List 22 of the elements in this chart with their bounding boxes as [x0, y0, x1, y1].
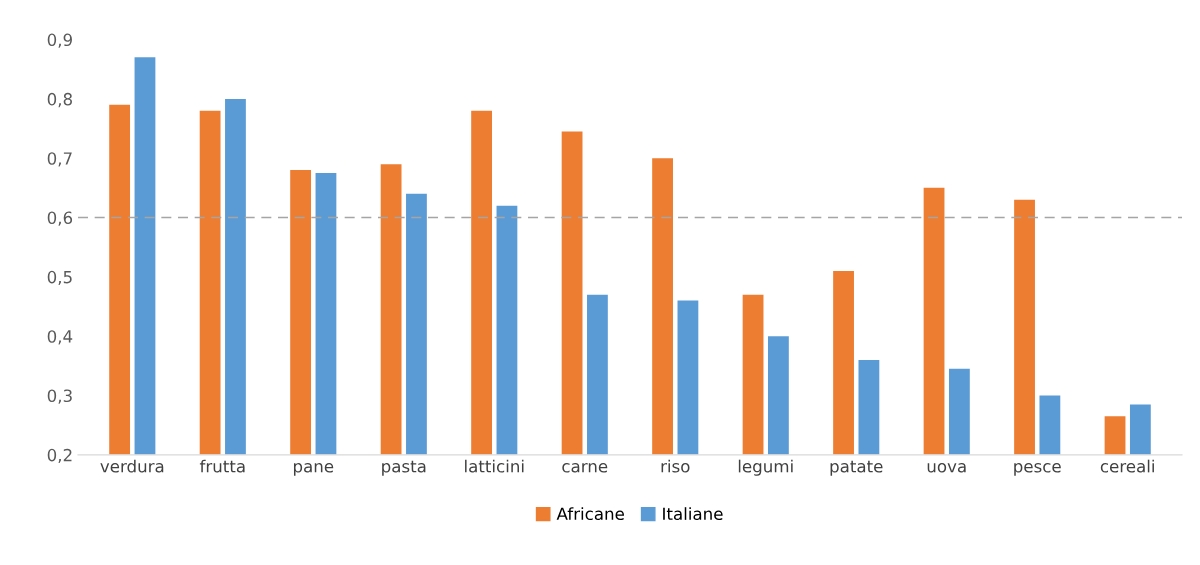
y-tick-label: 0,3 — [47, 389, 72, 404]
y-tick-label: 0,7 — [47, 152, 72, 167]
x-tick-label: pesce — [1014, 463, 1061, 476]
y-tick-label: 0,9 — [47, 33, 72, 48]
x-tick-label: cereali — [1100, 459, 1154, 473]
y-tick-label: 0,5 — [47, 270, 72, 286]
x-tick-label: riso — [661, 459, 690, 473]
x-tick-label: frutta — [199, 459, 245, 473]
x-tick-label: verdura — [100, 459, 164, 473]
y-tick-label: 0,4 — [47, 330, 73, 345]
x-tick-label: latticini — [465, 459, 524, 473]
x-tick-label: uova — [927, 463, 966, 473]
y-tick-label: 0,2 — [47, 448, 72, 464]
x-tick-label: pasta — [382, 460, 426, 476]
legend-label: Africane — [556, 507, 624, 521]
y-tick-label: 0,6 — [47, 211, 73, 226]
x-tick-label: legumi — [738, 459, 793, 476]
y-tick-label: 0,8 — [47, 92, 72, 108]
x-tick-label: pane — [293, 463, 334, 476]
legend-label: Italiane — [663, 507, 723, 521]
x-tick-label: patate — [830, 460, 883, 476]
x-tick-label: carne — [562, 463, 608, 473]
